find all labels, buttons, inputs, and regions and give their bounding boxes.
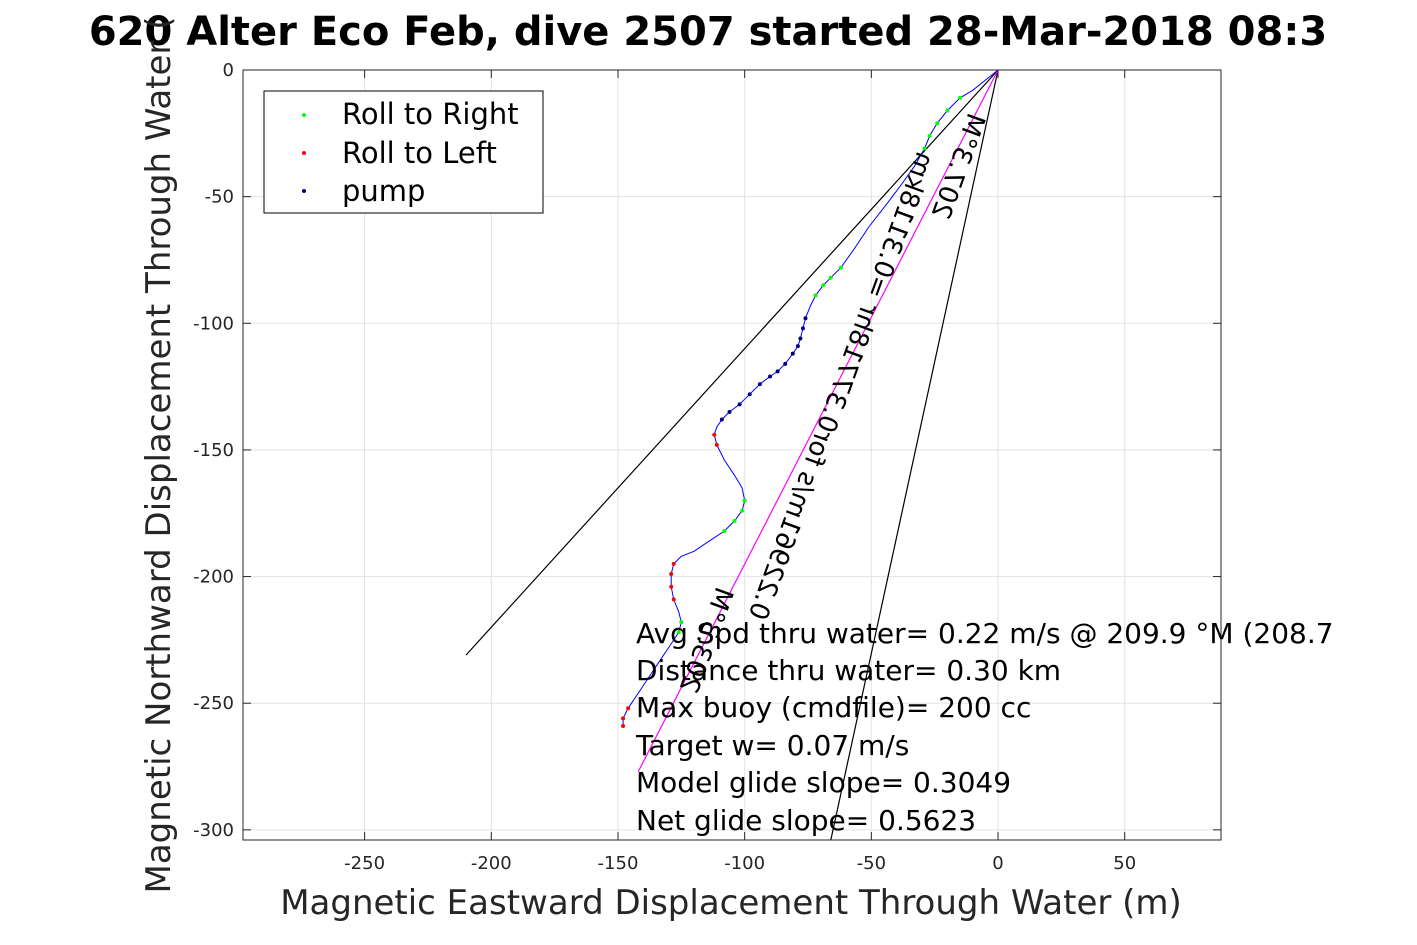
legend-marker-roll-right — [302, 113, 306, 117]
roll-right-point — [813, 293, 818, 298]
roll-right-point — [927, 133, 932, 138]
track-line — [622, 69, 999, 726]
pump-point — [757, 382, 762, 387]
roll-right-point — [945, 108, 950, 113]
roll-right-point — [722, 528, 727, 533]
pump-point — [800, 326, 805, 331]
reference-line — [637, 69, 999, 772]
legend-box — [263, 90, 544, 214]
roll-right-point — [740, 508, 745, 513]
y-tick-label: -150 — [193, 440, 234, 461]
y-tick-label: -100 — [193, 313, 234, 334]
y-tick-label: -50 — [205, 187, 234, 208]
x-tick-label: 0 — [992, 853, 1003, 874]
reference-line — [830, 69, 999, 841]
roll-left-point — [671, 561, 676, 566]
roll-left-point — [669, 584, 674, 589]
annotation-distance: Distance thru water= 0.30 km — [636, 654, 1061, 687]
roll-left-point — [712, 432, 717, 437]
pump-point — [803, 316, 808, 321]
x-axis-label: Magnetic Eastward Displacement Through W… — [280, 883, 1182, 923]
roll-right-point — [821, 283, 826, 288]
roll-right-point — [828, 275, 833, 280]
plot-frame — [242, 69, 1222, 841]
pump-point — [737, 402, 742, 407]
roll-right-point — [935, 121, 940, 126]
roll-left-point — [671, 597, 676, 602]
pump-point — [719, 417, 724, 422]
pump-point — [768, 374, 773, 379]
roll-right-point — [838, 265, 843, 270]
reference-lines — [465, 69, 999, 841]
annotation-target-w: Target w= 0.07 m/s — [635, 729, 909, 762]
x-tick-label: 50 — [1113, 853, 1136, 874]
x-tick-label: -150 — [598, 853, 639, 874]
x-tick-label: -50 — [857, 853, 886, 874]
roll-left-point — [714, 442, 719, 447]
x-tick-label: -250 — [344, 853, 385, 874]
legend-label-roll-right: Roll to Right — [342, 97, 519, 131]
roll-left-point — [669, 572, 674, 577]
x-tick-label: -100 — [724, 853, 765, 874]
roll-left-point — [626, 706, 631, 711]
axis-ticks: -250 -200 -150 -100 -50 0 50 0 -50 -100 -150 -200 -2… — [193, 60, 1221, 874]
legend: Roll to Right Roll to Left pump — [263, 90, 544, 214]
track-series — [622, 69, 999, 726]
roll-left-point — [621, 724, 626, 729]
y-tick-label: -300 — [193, 820, 234, 841]
pump-point — [790, 351, 795, 356]
chart-title: 620 Alter Eco Feb, dive 2507 started 28-… — [89, 9, 1327, 55]
annotation-block: Avg Spd thru water= 0.22 m/s @ 209.9 °M … — [635, 617, 1334, 837]
y-tick-label: 0 — [223, 60, 234, 81]
y-tick-label: -200 — [193, 567, 234, 588]
y-tick-label: -250 — [193, 693, 234, 714]
legend-marker-roll-left — [302, 151, 306, 155]
x-tick-label: -200 — [471, 853, 512, 874]
pump-point — [798, 336, 803, 341]
pump-point — [795, 344, 800, 349]
annotation-avg-speed: Avg Spd thru water= 0.22 m/s @ 209.9 °M … — [636, 617, 1334, 650]
track-markers — [621, 95, 963, 729]
pump-point — [783, 361, 788, 366]
roll-right-point — [732, 518, 737, 523]
pump-point — [727, 409, 732, 414]
roll-right-point — [922, 146, 927, 151]
roll-left-point — [621, 716, 626, 721]
legend-marker-pump — [302, 189, 306, 193]
roll-right-point — [676, 630, 681, 635]
roll-right-point — [742, 498, 747, 503]
annotation-net-glide: Net glide slope= 0.5623 — [636, 804, 976, 837]
roll-right-point — [958, 95, 963, 100]
legend-label-roll-left: Roll to Left — [342, 136, 497, 170]
roll-right-point — [679, 620, 684, 625]
pump-point — [747, 392, 752, 397]
y-axis-label: Magnetic Northward Displacement Through … — [139, 17, 179, 894]
annotation-max-buoy: Max buoy (cmdfile)= 200 cc — [636, 691, 1031, 724]
annotation-model-glide: Model glide slope= 0.3049 — [636, 766, 1011, 799]
legend-label-pump: pump — [342, 174, 425, 208]
reference-line — [465, 69, 999, 656]
pump-point — [775, 369, 780, 374]
